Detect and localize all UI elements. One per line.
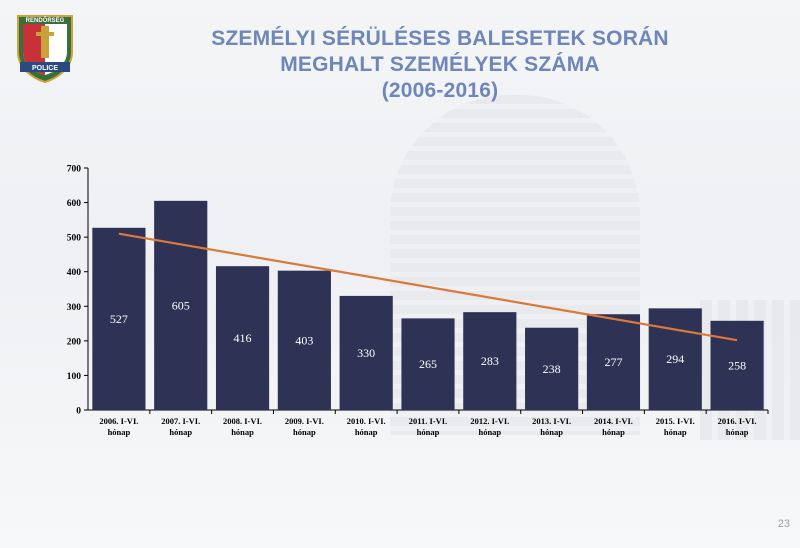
x-tick-label: 2015. I-VI.	[656, 416, 695, 426]
trend-line	[118, 232, 738, 342]
x-tick-label: hónap	[417, 427, 440, 437]
y-tick-label: 300	[67, 303, 82, 313]
x-tick-label: hónap	[108, 427, 131, 437]
x-tick-label: hónap	[478, 427, 501, 437]
y-tick-label: 100	[67, 372, 82, 382]
bar	[463, 312, 517, 410]
x-tick-label: hónap	[169, 427, 192, 437]
title-line-1: SZEMÉLYI SÉRÜLÉSES BALESETEK SORÁN	[211, 27, 669, 50]
x-tick-label: 2009. I-VI.	[285, 416, 324, 426]
x-tick-label: hónap	[664, 427, 687, 437]
data-label: 258	[728, 358, 746, 372]
bar	[339, 295, 393, 410]
y-tick-label: 500	[67, 234, 82, 244]
bar	[92, 227, 146, 410]
data-label: 403	[295, 333, 313, 347]
y-tick-label: 200	[67, 337, 82, 347]
x-tick-label: hónap	[540, 427, 563, 437]
x-tick-label: 2011. I-VI.	[409, 416, 448, 426]
x-tick-label: hónap	[602, 427, 625, 437]
logo-top-text: RENDŐRSÉG	[26, 16, 65, 24]
x-tick-label: 2016. I-VI.	[718, 416, 757, 426]
logo-bottom-text: POLICE	[32, 65, 58, 72]
bar	[277, 270, 331, 410]
bar	[710, 320, 764, 410]
x-tick-label: hónap	[293, 427, 316, 437]
data-label: 527	[110, 312, 128, 326]
y-tick-label: 700	[67, 165, 82, 175]
x-tick-label: hónap	[726, 427, 749, 437]
data-label: 605	[172, 298, 190, 312]
data-label: 294	[666, 352, 684, 366]
x-tick-label: 2008. I-VI.	[223, 416, 262, 426]
data-label: 238	[543, 362, 561, 376]
bar	[525, 327, 579, 410]
data-label: 283	[481, 354, 499, 368]
y-tick-label: 600	[67, 199, 82, 209]
data-label: 277	[604, 355, 622, 369]
bar	[648, 308, 702, 410]
bar	[215, 266, 270, 410]
bar	[586, 314, 641, 410]
page-number: 23	[777, 518, 790, 530]
police-logo: POLICE RENDŐRSÉG	[14, 12, 76, 84]
x-tick-label: hónap	[355, 427, 378, 437]
y-tick-label: 0	[76, 407, 81, 417]
title-line-2: MEGHALT SZEMÉLYEK SZÁMA	[280, 53, 600, 76]
x-tick-label: 2007. I-VI.	[161, 416, 200, 426]
bar	[154, 200, 208, 410]
title-line-3: (2006-2016)	[381, 79, 499, 102]
bar	[401, 318, 455, 410]
y-tick-label: 400	[67, 268, 82, 278]
x-tick-label: hónap	[231, 427, 254, 437]
x-tick-label: 2010. I-VI.	[347, 416, 386, 426]
x-tick-label: 2012. I-VI.	[470, 416, 509, 426]
page-title: SZEMÉLYI SÉRÜLÉSES BALESETEK SORÁN MEGHA…	[150, 26, 730, 104]
x-tick-label: 2006. I-VI.	[99, 416, 138, 426]
data-label: 330	[357, 346, 375, 360]
logo-banner	[20, 62, 70, 72]
x-tick-label: 2013. I-VI.	[532, 416, 571, 426]
data-label: 265	[419, 357, 437, 371]
data-label: 416	[234, 331, 252, 345]
x-tick-label: 2014. I-VI.	[594, 416, 633, 426]
